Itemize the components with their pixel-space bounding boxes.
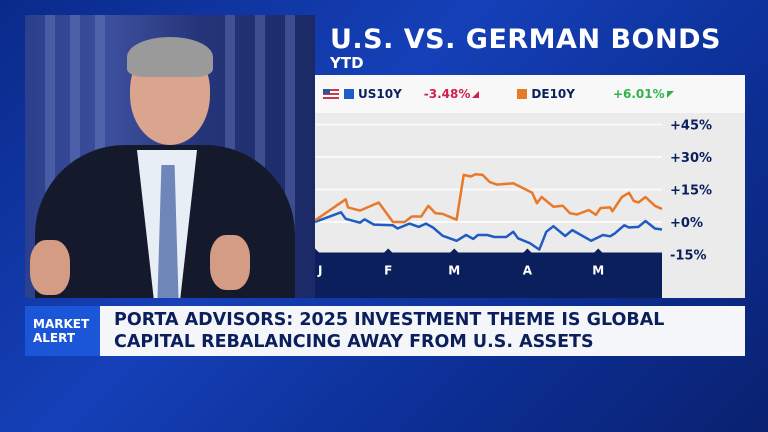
y-tick-label: +15% (670, 184, 712, 199)
lower-third-headline: PORTA ADVISORS: 2025 INVESTMENT THEME IS… (100, 306, 745, 356)
tag-line-2: ALERT (33, 331, 76, 345)
x-tick-label: M (448, 264, 460, 278)
x-tick-label: M (592, 264, 604, 278)
x-tick-marker (315, 248, 320, 254)
up-triangle-icon (666, 90, 674, 98)
month-bar (315, 252, 662, 298)
y-tick-label: +45% (670, 119, 712, 134)
graphic-title: U.S. VS. GERMAN BONDS (330, 24, 721, 55)
x-tick-marker (383, 248, 394, 254)
chart-legend: US10Y -3.48% DE10Y +6.01% (315, 75, 745, 113)
headline-line-2: CAPITAL REBALANCING AWAY FROM U.S. ASSET… (114, 332, 594, 352)
x-tick-marker (449, 248, 460, 254)
x-tick-label: J (317, 264, 322, 278)
legend-de10y-change: +6.01% (612, 87, 665, 101)
market-alert-tag: MARKET ALERT (25, 306, 100, 356)
down-triangle-icon (472, 90, 480, 98)
y-tick-label: +30% (670, 151, 712, 166)
line-chart: +45% +30% +15% +0% -15% J F M A M (315, 119, 712, 298)
legend-us10y-name: US10Y (358, 87, 402, 101)
y-tick-label: -15% (670, 249, 707, 264)
legend-de10y-name: DE10Y (531, 87, 575, 101)
tag-line-1: MARKET (33, 317, 90, 331)
series-line-de10y (315, 172, 663, 224)
graphic-subtitle: YTD (330, 54, 364, 72)
series-line-us10y (315, 211, 663, 251)
x-tick-label: F (384, 264, 392, 278)
x-tick-label: A (523, 264, 533, 278)
headline-line-1: PORTA ADVISORS: 2025 INVESTMENT THEME IS… (114, 310, 665, 330)
x-tick-marker (522, 248, 533, 254)
video-feed-guest (25, 15, 315, 298)
y-tick-label: +0% (670, 216, 703, 231)
us10y-swatch (344, 89, 354, 99)
x-tick-marker (593, 248, 604, 254)
de10y-swatch (517, 89, 528, 99)
chart-panel: US10Y -3.48% DE10Y +6.01% +45% +30% +15% +0… (315, 75, 745, 298)
legend-us10y-change: -3.48% (423, 87, 471, 101)
us-flag-icon (323, 89, 339, 99)
